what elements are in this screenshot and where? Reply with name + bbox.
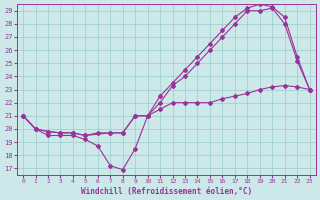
X-axis label: Windchill (Refroidissement éolien,°C): Windchill (Refroidissement éolien,°C) — [81, 187, 252, 196]
